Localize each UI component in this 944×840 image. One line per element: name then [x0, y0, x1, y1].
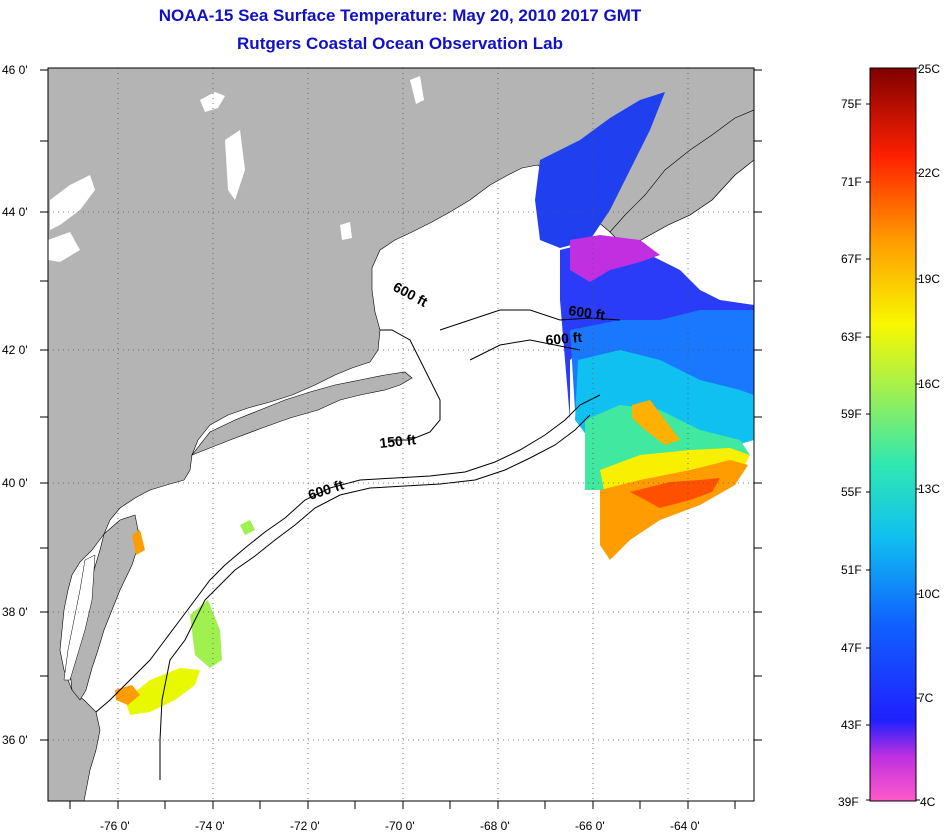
cb-f-63: 63F	[841, 330, 862, 344]
contour-label-600-b: 600 ft	[568, 302, 607, 323]
lon-label-66: -66 0'	[575, 819, 605, 833]
lat-label-38: 38 0'	[2, 605, 28, 619]
graticule	[48, 68, 754, 801]
cb-f-59: 59F	[841, 407, 862, 421]
cb-c-19: 19C	[918, 272, 940, 286]
chesapeake-bay	[63, 554, 96, 681]
lon-label-64: -64 0'	[670, 819, 700, 833]
lon-label-68: -68 0'	[480, 819, 510, 833]
sst-swath-east	[535, 92, 754, 560]
cb-c-25: 25C	[918, 62, 940, 76]
cb-c-22: 22C	[918, 166, 940, 180]
cb-c-10: 10C	[918, 587, 940, 601]
lake-6	[340, 222, 352, 240]
lat-label-40: 40 0'	[2, 476, 28, 490]
lon-label-74: -74 0'	[195, 819, 225, 833]
sst-swath-south	[115, 520, 255, 715]
cb-f-43: 43F	[841, 718, 862, 732]
lat-label-46: 46 0'	[2, 63, 28, 77]
cb-c-13: 13C	[918, 482, 940, 496]
frame-ticks	[40, 69, 762, 809]
lake-3	[50, 175, 95, 230]
cb-c-7: 7C	[918, 691, 934, 705]
contour-label-600-c: 600 ft	[545, 329, 583, 348]
lake-2	[225, 130, 245, 200]
map-frame	[47, 67, 755, 802]
bathymetry-contours	[95, 309, 621, 780]
lake-5	[410, 76, 424, 104]
map-title: NOAA-15 Sea Surface Temperature: May 20,…	[158, 6, 642, 25]
cb-c-16: 16C	[918, 377, 940, 391]
cb-f-47: 47F	[841, 641, 862, 655]
land-southern-new-england	[191, 371, 413, 456]
colorbar	[869, 67, 917, 802]
map-subtitle: Rutgers Coastal Ocean Observation Lab	[237, 34, 563, 53]
lon-label-70: -70 0'	[385, 819, 415, 833]
cb-f-67: 67F	[841, 252, 862, 266]
land-nova-scotia	[609, 109, 754, 246]
colorbar-ticks	[866, 67, 920, 801]
lon-label-76: -76 0'	[100, 819, 130, 833]
lake-4	[48, 232, 80, 262]
lat-label-42: 42 0'	[2, 343, 28, 357]
contour-label-150: 150 ft	[379, 431, 417, 451]
lon-label-72: -72 0'	[290, 819, 320, 833]
cb-f-51: 51F	[841, 563, 862, 577]
lat-label-44: 44 0'	[2, 205, 28, 219]
lake-1	[200, 92, 225, 112]
cb-f-71: 71F	[841, 175, 862, 189]
cb-f-55: 55F	[841, 485, 862, 499]
cb-f-75: 75F	[841, 97, 862, 111]
cb-c-4: 4C	[920, 795, 936, 809]
cb-f-39: 39F	[838, 795, 859, 809]
lat-label-36: 36 0'	[2, 733, 28, 747]
